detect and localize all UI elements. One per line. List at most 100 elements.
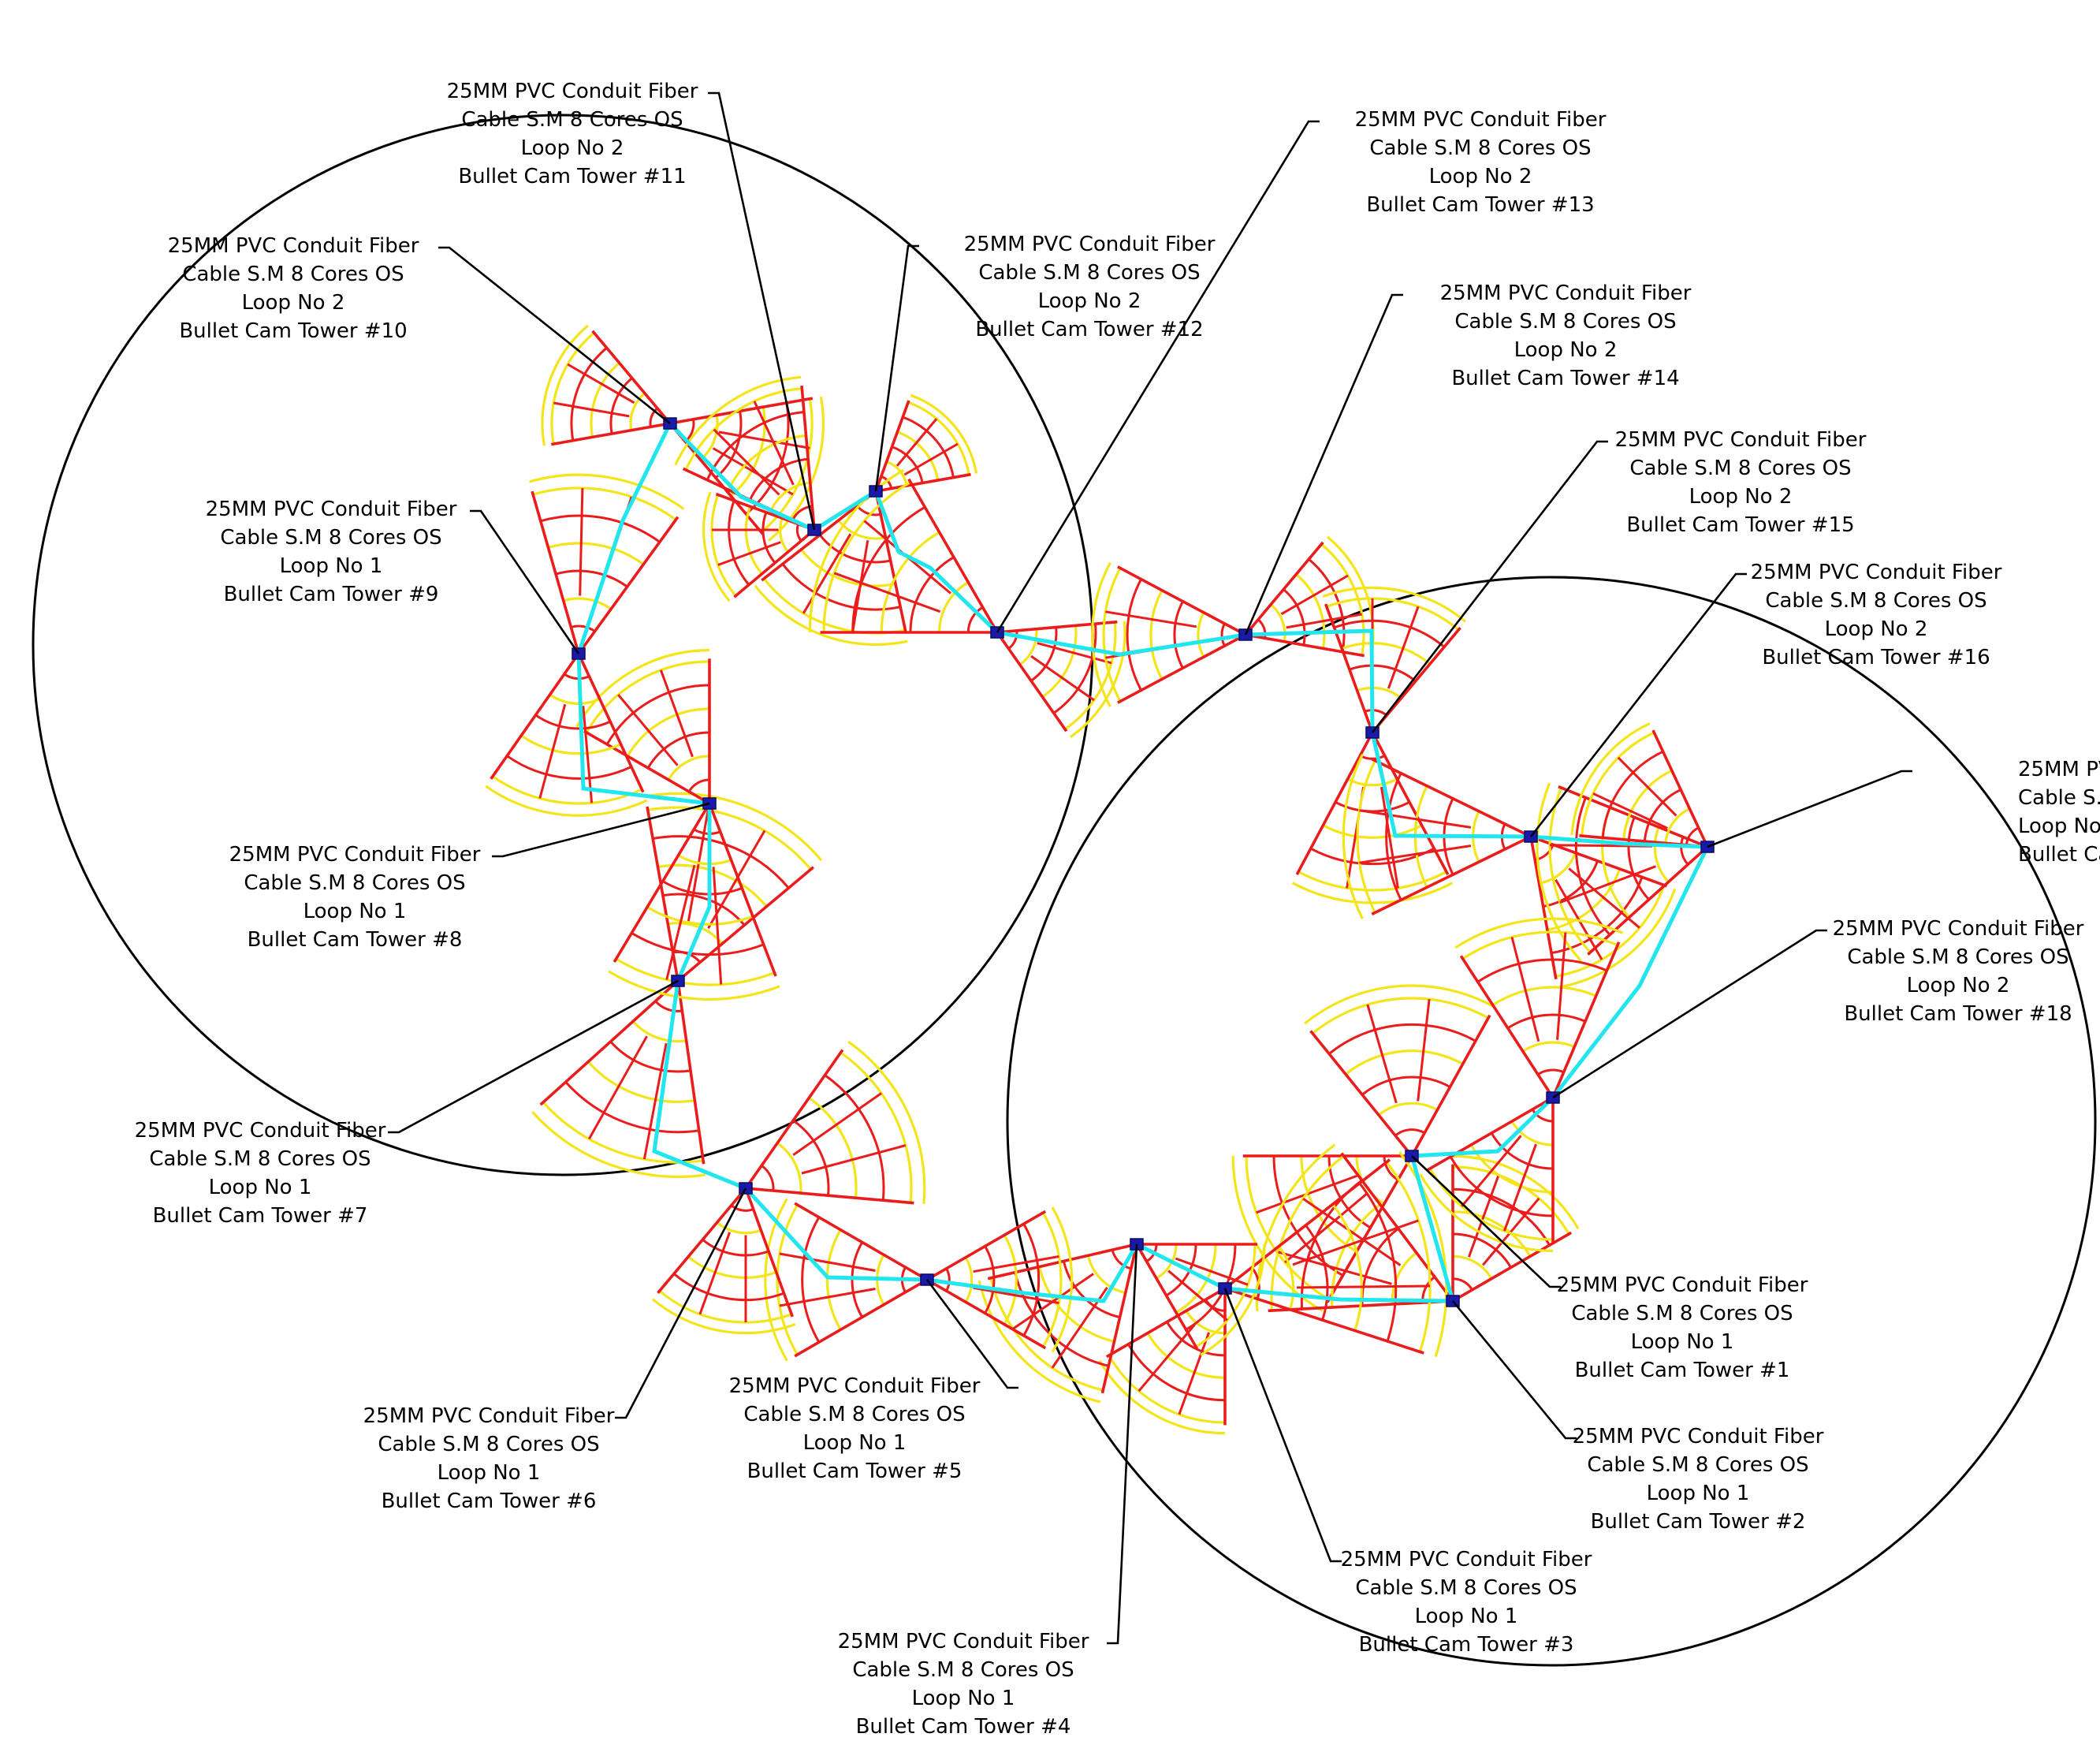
tower-label-line: Bullet Cam Tower #10	[179, 319, 407, 343]
coverage-arc	[702, 1238, 769, 1257]
coverage-outer-arc	[608, 970, 780, 1001]
tower-label-line: Loop No 1	[209, 1176, 312, 1199]
tower-label-line: Cable S.M 8 Cores OS	[1587, 1453, 1808, 1477]
tower-label-line: Loop No 2	[242, 291, 345, 315]
camera-coverage-wedge	[1454, 917, 1624, 1101]
coverage-arc	[1452, 1232, 1512, 1269]
coverage-arc	[1452, 1277, 1473, 1291]
coverage-outer-arc	[1091, 561, 1111, 708]
coverage-divider	[617, 694, 679, 766]
coverage-arc	[492, 775, 642, 805]
coverage-outer-arc	[529, 473, 685, 510]
coverage-arc	[1298, 870, 1447, 892]
tower-label-line: Cable S.M 8 Cor	[2018, 786, 2100, 810]
coverage-arc	[966, 606, 984, 633]
coverage-arc	[1322, 824, 1423, 839]
leader-line-12	[874, 244, 919, 492]
coverage-arc	[1102, 567, 1122, 703]
tower-label-line: Bullet Cam Tower #6	[382, 1489, 597, 1513]
leader-line-9	[470, 509, 580, 654]
coverage-arc	[989, 1277, 1104, 1392]
coverage-outer-arc	[1291, 882, 1454, 904]
coverage-arc	[1506, 1013, 1586, 1030]
coverage-divider	[712, 867, 723, 985]
tower-label-15: 25MM PVC Conduit Fiber Cable S.M 8 Cores …	[1615, 428, 1867, 537]
coverage-divider	[1502, 1143, 1537, 1232]
camera-coverage-wedge	[1222, 1151, 1448, 1358]
coverage-divider	[779, 1252, 876, 1272]
coverage-arc	[1320, 542, 1365, 656]
coverage-arc	[945, 1268, 951, 1292]
coverage-arc	[760, 398, 814, 534]
coverage-divider	[1030, 654, 1095, 702]
camera-coverage-wedge	[994, 620, 1126, 739]
coverage-divider	[1284, 1192, 1368, 1264]
coverage-outer-arc	[1322, 586, 1467, 623]
coverage-arc	[1127, 1344, 1226, 1402]
coverage-divider	[717, 541, 781, 566]
coverage-divider	[1138, 1323, 1196, 1392]
coverage-outer-arc	[674, 375, 802, 466]
coverage-arc	[1328, 1023, 1476, 1055]
coverage-arc	[851, 505, 926, 633]
coverage-divider	[698, 1232, 732, 1315]
tower-label-13: 25MM PVC Conduit Fiber Cable S.M 8 Cores …	[1355, 108, 1607, 217]
coverage-arc	[1643, 788, 1681, 842]
coverage-arc	[840, 1051, 913, 1203]
coverage-divider	[587, 1035, 648, 1140]
coverage-arc	[1064, 621, 1117, 731]
tower-label-line: Loop No 1	[1647, 1482, 1750, 1505]
tower-label-8: 25MM PVC Conduit Fiber Cable S.M 8 Cores …	[229, 843, 481, 952]
coverage-arc	[1537, 1068, 1565, 1076]
coverage-arc	[1007, 630, 1018, 650]
tower-label-line: Bullet Cam Tower #3	[1359, 1633, 1574, 1657]
coverage-arc	[1346, 777, 1398, 787]
coverage-divider	[713, 428, 780, 496]
coverage-divider	[1167, 1269, 1228, 1322]
coverage-divider	[1467, 1174, 1500, 1258]
coverage-divider	[1178, 1332, 1211, 1415]
leader-line-13	[996, 120, 1320, 633]
coverage-arc	[1377, 1102, 1439, 1117]
coverage-arc	[1601, 750, 1664, 838]
coverage-arc	[699, 415, 719, 461]
coverage-divider	[538, 703, 567, 799]
coverage-arc	[1627, 816, 1650, 900]
fiber-route	[576, 419, 1711, 1303]
coverage-arc	[1358, 1182, 1398, 1342]
leader-line-4	[1107, 1243, 1138, 1645]
tower-label-1: 25MM PVC Conduit Fiber Cable S.M 8 Cores …	[1557, 1273, 1808, 1382]
coverage-arc	[586, 1061, 695, 1103]
coverage-arc	[1543, 860, 1599, 908]
coverage-divider	[903, 442, 959, 476]
tower-label-6: 25MM PVC Conduit Fiber Cable S.M 8 Cores …	[363, 1404, 615, 1513]
tower-label-line: 25MM PVC Conduit Fiber	[1355, 108, 1607, 132]
coverage-divider	[567, 363, 635, 404]
coverage-arc	[1356, 759, 1376, 914]
coverage-divider	[1359, 844, 1472, 864]
tower-label-line: Loop No 2	[1429, 165, 1532, 188]
coverage-arc	[1165, 1243, 1197, 1297]
coverage-outer-arc	[1304, 984, 1495, 1025]
tower-label-line: 25MM PVC Conduit Fiber	[1751, 561, 2002, 584]
tower-markers	[572, 417, 1715, 1307]
coverage-outer-arc	[910, 393, 978, 474]
tower-label-line: 25MM PVC Conduit Fiber	[1557, 1273, 1808, 1297]
coverage-arc	[791, 505, 813, 521]
camera-coverage-wedge	[1322, 586, 1467, 736]
tower-label-line: Cable S.M 8 Cores OS	[1765, 589, 1986, 613]
coverage-arc	[1126, 578, 1142, 692]
coverage-arc	[896, 431, 940, 481]
coverage-arc	[824, 1074, 885, 1201]
coverage-edge	[1579, 729, 1710, 849]
tower-label-line: Loop No 2	[2018, 815, 2100, 838]
leader-line-7	[388, 979, 679, 1134]
leader-line-18	[1552, 929, 1827, 1099]
tower-label-line: Bullet Cam Tower #2	[1591, 1510, 1806, 1534]
coverage-arc	[1278, 1245, 1295, 1310]
tower-label-line: Cable S.M 8 Cores OS	[978, 261, 1200, 285]
coverage-divider	[642, 1042, 668, 1160]
coverage-arc	[710, 494, 737, 597]
coverage-outer-arc	[531, 1111, 706, 1178]
coverage-arc	[808, 1096, 858, 1199]
